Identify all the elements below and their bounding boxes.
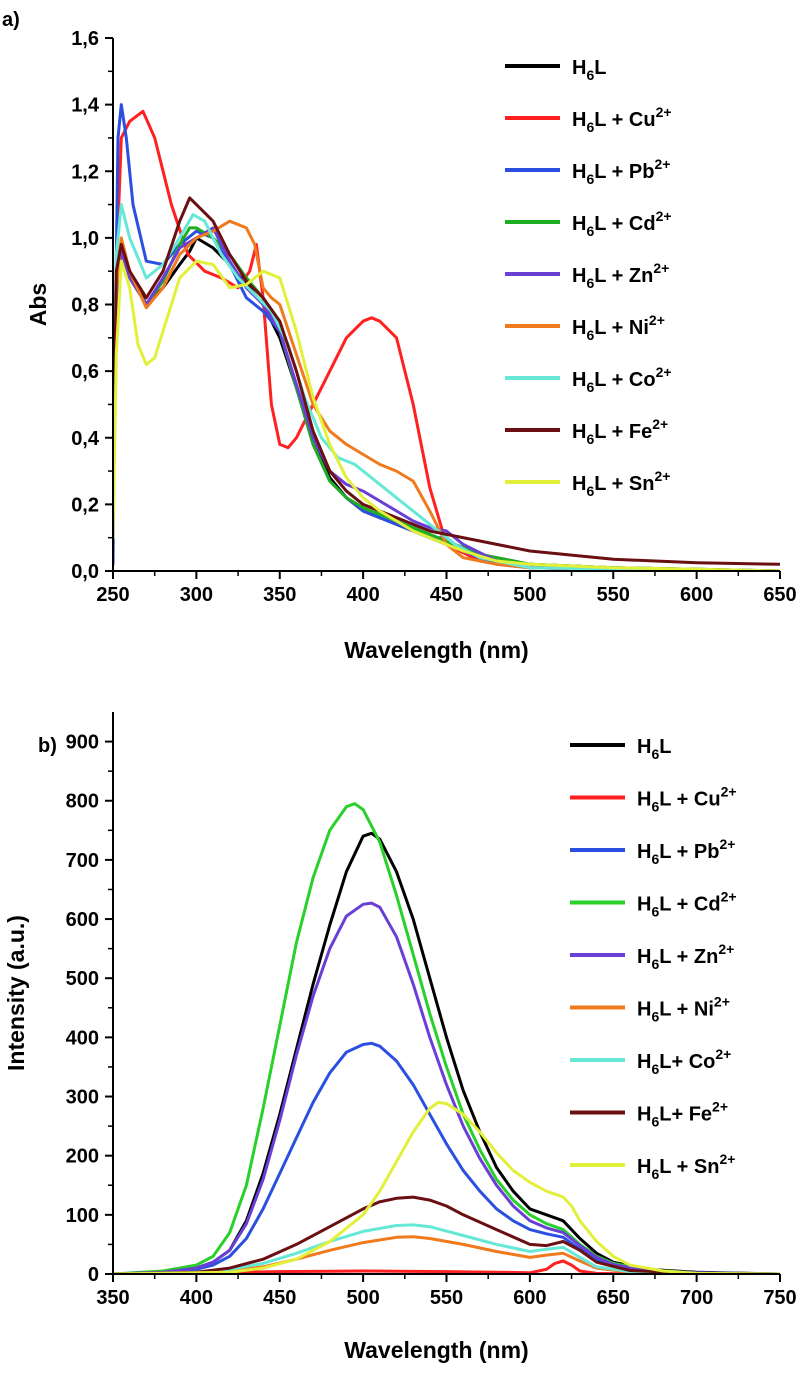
series-line-l-sn-2- (113, 1100, 780, 1274)
x-axis-label: Wavelength (nm) (344, 1337, 528, 1363)
y-tick-label: 100 (66, 1205, 99, 1227)
y-tick-label: 0,6 (71, 361, 99, 383)
x-tick-label: 450 (430, 584, 463, 606)
legend-entry-label: H6L (637, 736, 671, 762)
y-tick-label: 600 (66, 909, 99, 931)
y-tick-label: 0,8 (71, 295, 99, 317)
x-tick-label: 500 (513, 584, 546, 606)
y-tick-label: 1,0 (71, 228, 99, 250)
series-line-l-co-2- (113, 1223, 780, 1274)
y-tick-label: 400 (66, 1027, 99, 1049)
y-tick-label: 1,6 (71, 28, 99, 50)
series-line-l-sn-2- (113, 259, 780, 571)
legend-entry-label: H6L + Cu2+ (637, 784, 737, 815)
x-tick-label: 300 (180, 584, 213, 606)
legend-entry-label: H6L + Pb2+ (572, 156, 670, 187)
legend-entry-label: H6L + Cu2+ (572, 104, 672, 135)
y-tick-label: 900 (66, 732, 99, 754)
x-tick-label: 250 (96, 584, 129, 606)
y-tick-label: 0,4 (71, 428, 100, 450)
legend-entry-label: H6L+ Fe2+ (637, 1099, 728, 1130)
legend-entry-label: H6L + Pb2+ (637, 836, 735, 867)
panel-label: a) (2, 9, 20, 31)
series-lines (113, 802, 780, 1274)
y-tick-label: 0,2 (71, 494, 99, 516)
x-tick-label: 500 (346, 1287, 379, 1309)
x-tick-label: 350 (96, 1287, 129, 1309)
series-line-l-zn-2- (113, 226, 780, 571)
legend-entry-label: H6L + Cd2+ (637, 889, 737, 920)
y-axis-label: Intensity (a.u.) (3, 915, 29, 1071)
series-line-l (113, 236, 780, 571)
series-line-l-ni-2- (113, 219, 780, 571)
panel-b-emission-chart: b) 350 400 450 500 550 600 650 700 750 0 100 200 300 4… (3, 712, 797, 1363)
y-tick-label: 0 (88, 1264, 99, 1286)
x-tick-label: 600 (680, 584, 713, 606)
legend-entry-label: H6L + Co2+ (572, 364, 672, 395)
x-tick-label: 750 (763, 1287, 796, 1309)
series-line-l-co-2- (113, 203, 780, 571)
y-tick-label: 1,4 (71, 95, 100, 117)
legend-entry-label: H6L + Sn2+ (637, 1151, 735, 1182)
legend-entry-label: H6L + Ni2+ (572, 312, 665, 343)
y-tick-label: 700 (66, 850, 99, 872)
y-tick-label: 300 (66, 1087, 99, 1109)
y-tick-label: 800 (66, 791, 99, 813)
x-tick-label: 350 (263, 584, 296, 606)
x-tick-label: 450 (263, 1287, 296, 1309)
legend-entry-label: H6L + Cd2+ (572, 208, 672, 239)
y-tick-label: 1,2 (71, 161, 99, 183)
x-tick-label: 650 (597, 1287, 630, 1309)
legend-entry-label: H6L (572, 57, 606, 83)
x-axis-label: Wavelength (nm) (344, 637, 528, 663)
legend: H6L H6L + Cu2+ H6L + Pb2+ H6L + Cd2+ H6L + Z… (570, 736, 737, 1182)
y-axis-label: Abs (25, 283, 51, 326)
legend-entry-label: H6L + Sn2+ (572, 468, 670, 499)
series-line-l-zn-2- (113, 901, 780, 1274)
series-line-l-cu-2- (113, 109, 780, 571)
series-line-l-fe-2- (113, 1195, 780, 1274)
legend-entry-label: H6L + Fe2+ (572, 416, 668, 447)
x-tick-label: 550 (430, 1287, 463, 1309)
x-tick-label: 400 (180, 1287, 213, 1309)
series-lines (113, 103, 780, 571)
x-tick-label: 400 (346, 584, 379, 606)
y-tick-label: 0,0 (71, 561, 99, 583)
x-tick-label: 600 (513, 1287, 546, 1309)
panel-label: b) (38, 735, 57, 757)
x-tick-label: 700 (680, 1287, 713, 1309)
x-tick-label: 650 (763, 584, 796, 606)
panel-a-absorption-chart: a) 250 300 350 400 450 500 550 600 650 0,0 0,2 0,4 0,… (2, 9, 797, 663)
y-tick-label: 500 (66, 968, 99, 990)
legend-entry-label: H6L + Zn2+ (572, 260, 669, 291)
series-line-l-fe-2- (113, 196, 780, 566)
legend: H6L H6L + Cu2+ H6L + Pb2+ H6L + Cd2+ H6L + Z… (505, 57, 672, 499)
legend-entry-label: H6L + Zn2+ (637, 941, 734, 972)
x-tick-label: 550 (597, 584, 630, 606)
series-line-l-pb-2- (113, 103, 780, 571)
legend-entry-label: H6L + Ni2+ (637, 994, 730, 1025)
legend-entry-label: H6L+ Co2+ (637, 1046, 731, 1077)
y-tick-label: 200 (66, 1146, 99, 1168)
series-line-l-cd-2- (113, 226, 780, 571)
